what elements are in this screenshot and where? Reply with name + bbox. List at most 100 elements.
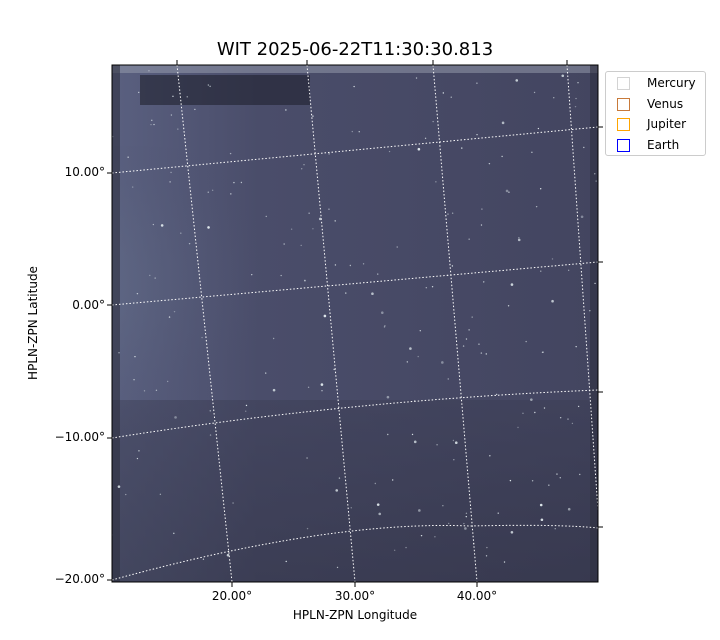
star	[353, 85, 355, 88]
star	[540, 270, 542, 272]
star	[559, 416, 562, 419]
star	[495, 393, 498, 396]
star	[476, 82, 478, 84]
star	[323, 314, 327, 318]
grid-lines	[112, 65, 598, 582]
star	[453, 458, 455, 461]
star	[150, 123, 152, 126]
star	[515, 79, 519, 82]
star	[209, 434, 212, 436]
star	[138, 91, 140, 94]
tick-marks	[107, 60, 603, 587]
star	[173, 532, 175, 535]
star	[425, 287, 428, 289]
star	[136, 457, 139, 460]
star	[432, 120, 434, 123]
star	[561, 74, 565, 78]
star	[503, 561, 506, 563]
star	[559, 477, 561, 479]
y-tick-label: −10.00°	[54, 430, 105, 444]
star	[345, 292, 347, 294]
star	[149, 274, 151, 277]
star	[328, 153, 330, 155]
star	[424, 137, 427, 140]
star	[594, 282, 596, 285]
star	[272, 337, 275, 340]
star	[155, 389, 158, 391]
star	[417, 355, 419, 358]
star	[465, 512, 468, 515]
star	[338, 477, 341, 479]
star	[419, 330, 421, 332]
star	[160, 224, 164, 227]
star	[505, 189, 509, 193]
star	[420, 534, 423, 537]
star	[194, 108, 196, 111]
star	[117, 485, 121, 488]
star	[417, 147, 421, 151]
star	[518, 237, 520, 239]
star	[589, 310, 591, 312]
star	[481, 208, 483, 210]
star	[303, 163, 305, 166]
star	[307, 386, 310, 388]
star	[418, 509, 421, 512]
star	[152, 223, 155, 226]
star	[567, 507, 571, 511]
star	[531, 151, 533, 153]
star	[525, 340, 527, 343]
star	[468, 238, 470, 240]
star	[209, 85, 211, 88]
legend-swatch	[617, 138, 630, 152]
star	[386, 395, 390, 399]
star	[136, 292, 139, 295]
legend-item-venus: Venus	[617, 96, 683, 112]
star	[405, 546, 407, 549]
star	[180, 232, 182, 234]
star	[166, 380, 169, 383]
legend-label: Earth	[647, 138, 680, 152]
star	[173, 310, 176, 313]
star	[202, 558, 205, 560]
star	[133, 379, 135, 381]
legend: Mercury Venus Jupiter Earth	[605, 71, 706, 156]
x-tick-label: 30.00°	[334, 589, 376, 603]
star	[434, 536, 436, 538]
star	[543, 407, 546, 409]
star	[306, 527, 309, 530]
star	[567, 418, 569, 420]
star	[170, 171, 172, 174]
star	[280, 274, 282, 277]
star	[177, 128, 179, 130]
star	[509, 479, 512, 482]
star	[485, 353, 487, 355]
star	[480, 352, 483, 354]
star	[476, 133, 478, 136]
star	[334, 220, 336, 222]
star	[207, 226, 210, 229]
star	[148, 70, 150, 72]
star	[411, 433, 414, 436]
star	[553, 97, 555, 99]
star	[300, 244, 302, 247]
star	[454, 441, 458, 445]
star	[452, 439, 455, 442]
star	[377, 273, 379, 275]
y-tick-label: 0.00°	[72, 298, 105, 312]
star	[489, 455, 491, 457]
star	[188, 242, 191, 245]
star	[336, 566, 339, 569]
legend-swatch	[617, 97, 630, 111]
star	[541, 351, 544, 354]
star	[170, 114, 173, 116]
chart-title: WIT 2025-06-22T11:30:30.813	[216, 39, 494, 60]
star	[169, 181, 171, 183]
star	[471, 316, 473, 318]
star	[376, 503, 380, 506]
star	[497, 512, 499, 514]
star	[539, 188, 542, 190]
star	[151, 119, 153, 122]
star	[134, 355, 136, 358]
star	[125, 493, 127, 496]
x-tick-label: 20.00°	[211, 589, 253, 603]
